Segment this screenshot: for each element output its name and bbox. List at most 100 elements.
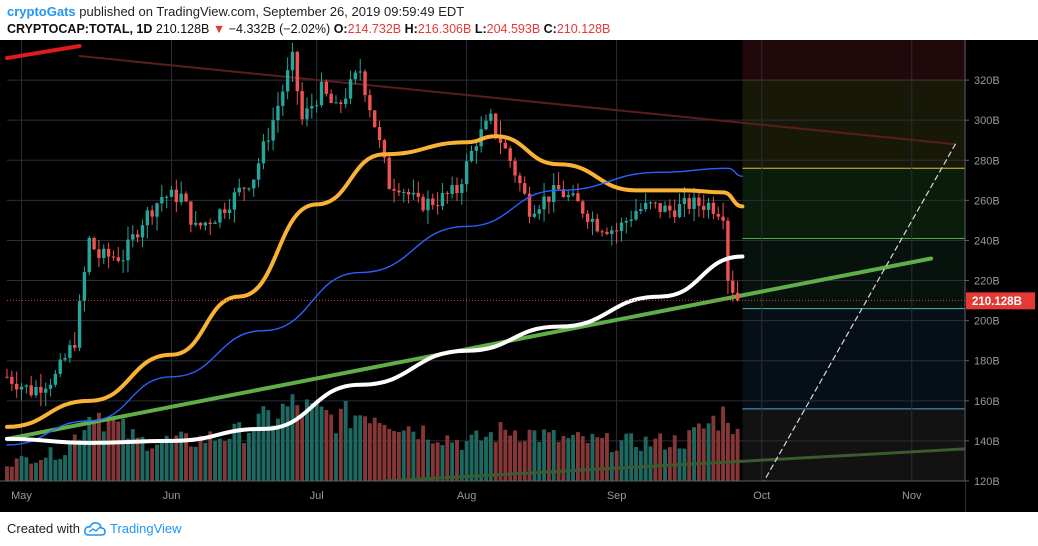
volume-bar <box>256 413 261 481</box>
volume-bar <box>455 439 459 481</box>
candle-body <box>334 102 338 104</box>
fib-band <box>742 80 965 169</box>
volume-bar <box>130 429 135 481</box>
volume-bar <box>329 414 334 481</box>
candle-body <box>261 141 266 164</box>
candle-body <box>295 51 299 92</box>
volume-bar <box>353 415 358 481</box>
candle-body <box>324 81 329 94</box>
candle-body <box>658 203 662 213</box>
candle-body <box>440 192 445 207</box>
volume-bar <box>513 430 517 481</box>
time-tick-label: Oct <box>753 490 770 502</box>
candle-body <box>566 195 570 198</box>
candle-body <box>218 209 222 223</box>
candle-body <box>648 202 653 204</box>
volume-bar <box>575 432 580 481</box>
volume-bar <box>527 429 532 481</box>
symbol-name[interactable]: CRYPTOCAP:TOTAL, 1D <box>7 22 153 36</box>
volume-bar <box>43 457 48 481</box>
open-label: O: <box>333 22 348 36</box>
candle-body <box>624 221 629 223</box>
volume-bar <box>382 424 387 481</box>
candle-body <box>556 185 561 190</box>
volume-bar <box>237 422 242 481</box>
volume-bar <box>164 435 169 481</box>
candle-body <box>435 205 440 207</box>
volume-bar <box>232 423 237 481</box>
volume-bar <box>348 428 353 481</box>
high-label: H: <box>404 22 418 36</box>
author-name[interactable]: cryptoGats <box>7 4 76 19</box>
candle-body <box>527 193 532 217</box>
volume-bar <box>725 422 730 481</box>
volume-bar <box>53 459 58 481</box>
volume-bar <box>101 431 106 481</box>
tradingview-brand[interactable]: TradingView <box>109 521 182 536</box>
candle-body <box>339 102 343 105</box>
candle-body <box>537 209 541 214</box>
candle-body <box>629 219 633 222</box>
volume-bar <box>537 442 542 481</box>
candle-body <box>29 385 33 396</box>
candle-body <box>68 345 72 358</box>
candle-body <box>382 140 387 158</box>
volume-bar <box>600 437 605 481</box>
volume-bar <box>63 455 67 481</box>
candle-body <box>373 110 377 128</box>
candle-body <box>179 193 183 203</box>
candle-body <box>319 81 324 106</box>
volume-bar <box>67 442 72 481</box>
candle-body <box>34 386 38 396</box>
last-price-badge-label: 210.128B <box>972 296 1022 308</box>
candle-body <box>571 193 575 196</box>
footer: Created with TradingView <box>7 521 182 536</box>
candle-body <box>208 222 212 224</box>
volume-bar <box>672 435 677 481</box>
candle-body <box>498 134 503 143</box>
volume-bar <box>140 436 145 481</box>
volume-bar <box>421 425 426 481</box>
volume-bar <box>479 440 484 481</box>
moving-averages <box>5 134 965 446</box>
volume-bar <box>619 440 624 481</box>
candle-body <box>716 213 720 217</box>
candle-body <box>377 127 382 141</box>
candle-body <box>532 213 537 217</box>
candle-body <box>469 150 474 162</box>
volume-bar <box>566 438 571 481</box>
candle-body <box>266 140 270 142</box>
volume-bar <box>145 450 150 481</box>
price-tick-label: 200B <box>974 316 1000 328</box>
volume-bar <box>605 433 609 481</box>
price-chart[interactable]: 320B 300B 280B 260B 240B 220B 200B 180B 160B 140B… <box>0 40 1038 512</box>
volume-bar <box>406 426 411 481</box>
candle-body <box>402 191 406 193</box>
volume-bar <box>48 447 53 481</box>
volume-bar <box>551 430 556 481</box>
volume-bar <box>82 430 87 481</box>
candle-body <box>474 146 479 151</box>
price-tick-label: 180B <box>974 356 1000 368</box>
fib-band <box>742 40 965 81</box>
candle-body <box>155 203 159 217</box>
candle-body <box>48 384 53 389</box>
candle-body <box>460 184 464 194</box>
volume-bar <box>624 433 629 481</box>
candle-body <box>102 248 106 258</box>
candle-body <box>721 216 725 221</box>
price-tick-label: 140B <box>974 436 1000 448</box>
volume-bar <box>580 436 585 481</box>
symbol-legend: CRYPTOCAP:TOTAL, 1D 210.128B ▼ −4.332B (… <box>7 22 610 36</box>
volume-bar <box>198 435 203 481</box>
volume-bar <box>658 433 663 481</box>
candle-body <box>227 209 232 213</box>
volume-bar <box>14 458 19 481</box>
candle-body <box>145 210 150 226</box>
price-tick-label: 220B <box>974 276 1000 288</box>
candle-body <box>547 196 551 202</box>
volume-bar <box>411 431 416 481</box>
volume-bar <box>488 432 493 481</box>
candle-body <box>542 196 546 210</box>
candle-body <box>508 148 512 161</box>
